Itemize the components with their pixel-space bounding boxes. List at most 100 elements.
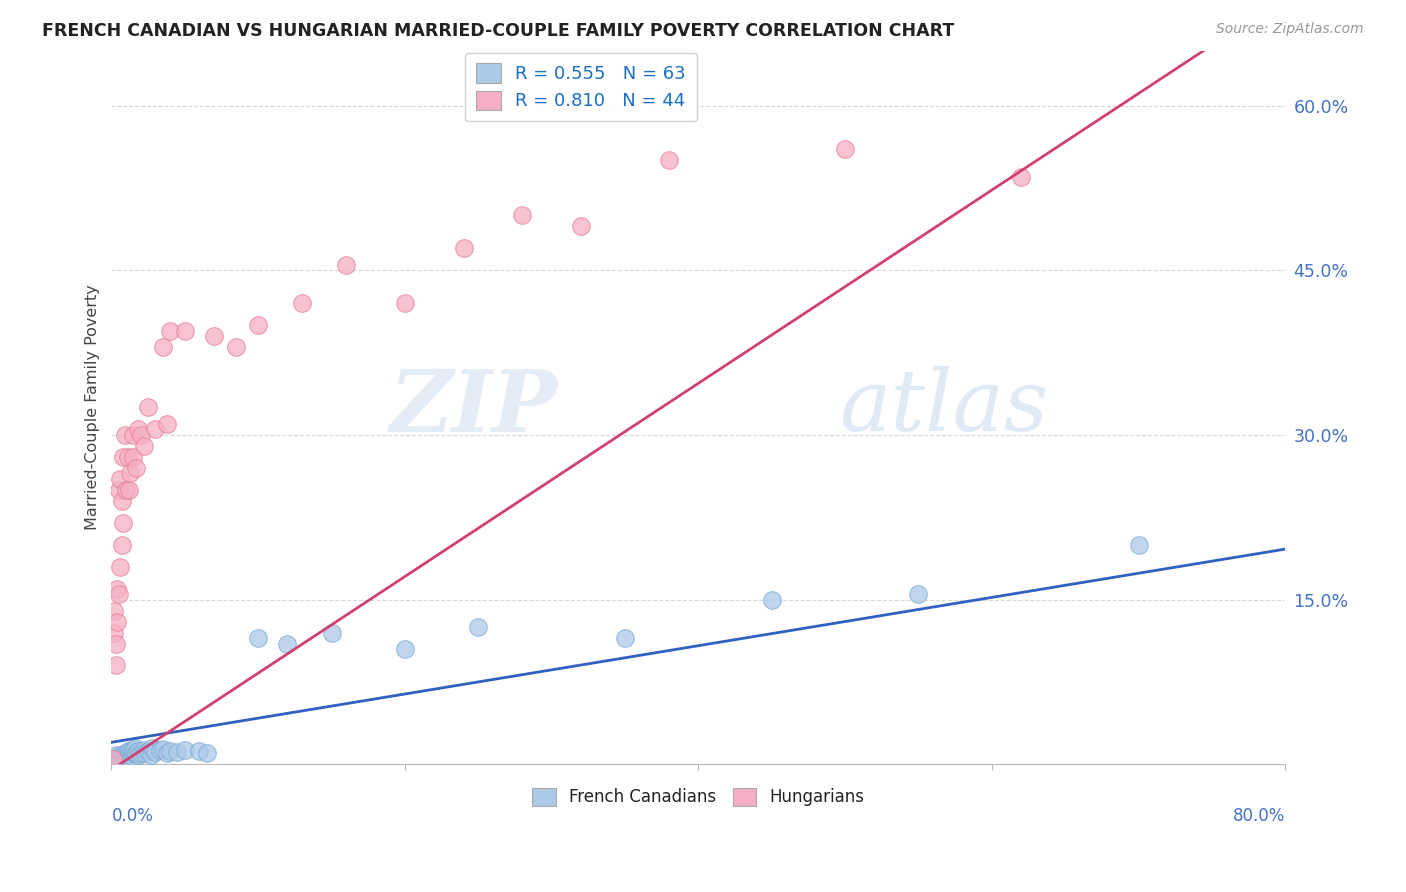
Point xyxy=(247,631,270,645)
Point xyxy=(834,143,856,157)
Point xyxy=(103,603,125,617)
Point xyxy=(107,754,129,768)
Point xyxy=(394,642,416,657)
Point xyxy=(276,636,298,650)
Point xyxy=(115,746,138,760)
Point xyxy=(117,749,139,764)
Point xyxy=(124,740,146,755)
Point xyxy=(156,746,179,760)
Point xyxy=(112,748,135,763)
Point xyxy=(139,748,162,763)
Point xyxy=(335,258,357,272)
Point xyxy=(907,587,929,601)
Point xyxy=(122,428,145,442)
Point xyxy=(115,748,138,763)
Point xyxy=(188,744,211,758)
Point xyxy=(107,753,129,767)
Point xyxy=(110,748,132,763)
Point xyxy=(173,743,195,757)
Point xyxy=(118,748,141,763)
Point xyxy=(156,417,179,431)
Point xyxy=(761,592,783,607)
Point xyxy=(107,749,129,764)
Point xyxy=(127,744,149,758)
Point xyxy=(195,746,218,760)
Point xyxy=(291,296,314,310)
Point xyxy=(159,324,181,338)
Text: Source: ZipAtlas.com: Source: ZipAtlas.com xyxy=(1216,22,1364,37)
Point xyxy=(110,752,132,766)
Point xyxy=(120,467,142,481)
Text: 80.0%: 80.0% xyxy=(1233,807,1285,825)
Point xyxy=(613,631,636,645)
Point xyxy=(121,747,143,762)
Point xyxy=(110,559,132,574)
Point xyxy=(122,749,145,764)
Point xyxy=(122,743,145,757)
Point xyxy=(467,620,489,634)
Point xyxy=(104,636,127,650)
Point xyxy=(159,744,181,758)
Point xyxy=(141,740,163,755)
Point xyxy=(1128,538,1150,552)
Point xyxy=(115,752,138,766)
Point xyxy=(111,749,134,764)
Legend: French Canadians, Hungarians: French Canadians, Hungarians xyxy=(526,781,872,813)
Point xyxy=(166,745,188,759)
Point xyxy=(111,538,134,552)
Point xyxy=(127,422,149,436)
Point xyxy=(115,483,138,497)
Text: FRENCH CANADIAN VS HUNGARIAN MARRIED-COUPLE FAMILY POVERTY CORRELATION CHART: FRENCH CANADIAN VS HUNGARIAN MARRIED-COU… xyxy=(42,22,955,40)
Point xyxy=(202,329,225,343)
Point xyxy=(510,208,533,222)
Point xyxy=(114,749,136,764)
Point xyxy=(101,752,124,766)
Point xyxy=(129,428,152,442)
Point xyxy=(104,658,127,673)
Point xyxy=(145,422,167,436)
Point xyxy=(112,753,135,767)
Point xyxy=(114,428,136,442)
Point xyxy=(103,625,125,640)
Point xyxy=(122,450,145,464)
Point xyxy=(152,742,174,756)
Point xyxy=(101,752,124,766)
Point xyxy=(114,752,136,766)
Point xyxy=(111,754,134,768)
Point xyxy=(132,743,155,757)
Point xyxy=(105,755,128,769)
Text: 0.0%: 0.0% xyxy=(111,807,153,825)
Point xyxy=(118,746,141,760)
Point xyxy=(453,241,475,255)
Point xyxy=(118,483,141,497)
Point xyxy=(110,754,132,768)
Point xyxy=(129,746,152,760)
Y-axis label: Married-Couple Family Poverty: Married-Couple Family Poverty xyxy=(86,285,100,531)
Point xyxy=(117,744,139,758)
Point xyxy=(112,750,135,764)
Point xyxy=(107,587,129,601)
Point xyxy=(117,450,139,464)
Point xyxy=(394,296,416,310)
Point xyxy=(111,752,134,766)
Text: atlas: atlas xyxy=(839,366,1049,449)
Point xyxy=(134,746,156,760)
Text: ZIP: ZIP xyxy=(389,366,557,450)
Point xyxy=(112,516,135,530)
Point xyxy=(115,753,138,767)
Point xyxy=(104,752,127,766)
Point xyxy=(120,744,142,758)
Point xyxy=(105,750,128,764)
Point xyxy=(107,483,129,497)
Point xyxy=(136,401,159,415)
Point xyxy=(120,750,142,764)
Point xyxy=(658,153,681,168)
Point xyxy=(121,745,143,759)
Point xyxy=(105,582,128,596)
Point xyxy=(225,340,247,354)
Point xyxy=(125,746,148,760)
Point xyxy=(173,324,195,338)
Point xyxy=(103,754,125,768)
Point xyxy=(1010,169,1032,184)
Point xyxy=(112,450,135,464)
